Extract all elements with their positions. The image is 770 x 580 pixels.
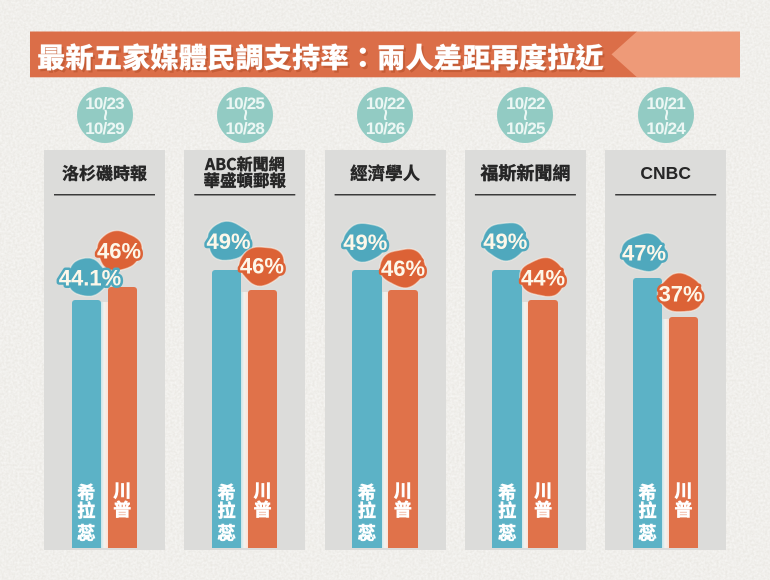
svg-text:49%: 49% [343,230,387,255]
svg-text:47%: 47% [622,241,666,266]
svg-text:49%: 49% [206,229,250,254]
svg-text:49%: 49% [483,229,527,254]
svg-text:44.1%: 44.1% [59,266,121,291]
svg-text:46%: 46% [240,254,284,279]
svg-text:37%: 37% [659,281,703,306]
svg-text:CNBC: CNBC [640,163,691,183]
svg-text:46%: 46% [97,239,141,264]
svg-text:44%: 44% [521,266,565,291]
svg-text:46%: 46% [381,256,425,281]
